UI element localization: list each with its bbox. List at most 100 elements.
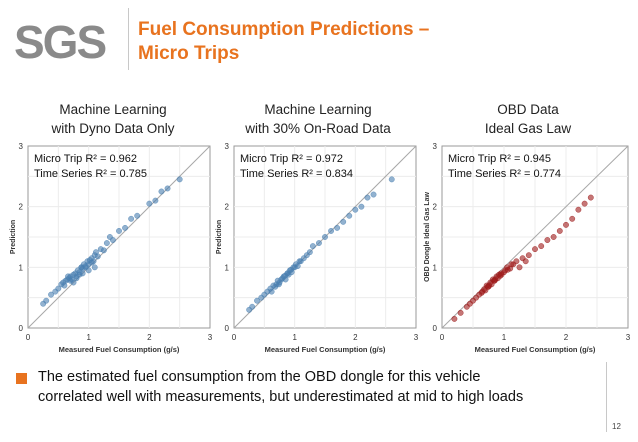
data-point xyxy=(388,176,395,183)
data-point xyxy=(478,289,485,296)
x-axis-label: Measured Fuel Consumption (g/s) xyxy=(265,345,386,354)
data-point xyxy=(538,243,545,250)
data-point xyxy=(358,203,365,210)
scatter-chart-onroad: 0 1 2 3 0 1 2 3 Measured Fuel Consumption (g/s) P… xyxy=(216,142,419,354)
data-point xyxy=(364,194,371,201)
data-point xyxy=(457,309,464,316)
scatter-chart-dyno: 0 1 2 3 0 1 2 3 Measured Fuel Consumption (g/s) P… xyxy=(10,142,213,354)
data-point xyxy=(306,249,313,256)
y-tick-label: 1 xyxy=(433,263,438,272)
reference-line xyxy=(27,145,211,329)
annotation-time-series: Time Series R² = 0.785 xyxy=(34,168,147,180)
page-title: Fuel Consumption Predictions – Micro Tri… xyxy=(138,18,429,66)
data-point xyxy=(484,283,491,290)
bullet-line-2: correlated well with measurements, but u… xyxy=(38,389,524,405)
panel-title-dyno: Machine Learning with Dyno Data Only xyxy=(13,100,213,138)
data-point xyxy=(61,282,68,289)
data-point xyxy=(550,234,557,240)
data-point xyxy=(254,297,261,304)
data-point xyxy=(370,191,377,198)
data-point xyxy=(134,212,141,219)
x-tick-label: 0 xyxy=(26,333,31,342)
data-point xyxy=(328,227,335,234)
annotation-time-series: Time Series R² = 0.774 xyxy=(448,168,561,180)
data-point xyxy=(164,185,171,192)
data-point xyxy=(282,272,288,279)
data-point xyxy=(296,258,303,265)
y-tick-label: 1 xyxy=(19,263,24,272)
x-tick-label: 1 xyxy=(502,333,507,342)
panel-title-line-2: Ideal Gas Law xyxy=(484,121,572,136)
data-point xyxy=(569,215,576,222)
y-tick-label: 2 xyxy=(433,203,438,212)
data-point xyxy=(581,200,588,207)
data-point xyxy=(587,194,594,201)
data-point xyxy=(122,224,129,231)
data-point xyxy=(116,227,122,234)
data-point xyxy=(525,252,532,259)
data-point xyxy=(268,288,275,295)
data-point xyxy=(497,272,504,279)
y-tick-label: 2 xyxy=(225,203,230,212)
data-point xyxy=(451,315,458,322)
y-tick-label: 1 xyxy=(225,263,230,272)
data-point xyxy=(158,188,165,195)
y-tick-label: 0 xyxy=(225,324,230,333)
data-point xyxy=(532,246,538,253)
y-axis-label: Prediction xyxy=(216,220,223,254)
y-axis-label: Prediction xyxy=(10,220,17,254)
x-tick-label: 3 xyxy=(208,333,213,342)
y-tick-label: 0 xyxy=(19,324,24,333)
x-tick-label: 2 xyxy=(564,333,569,342)
page-number: 12 xyxy=(612,422,621,431)
footer-divider xyxy=(606,362,607,432)
data-point xyxy=(78,264,85,271)
data-point xyxy=(152,197,159,204)
panel-title-line-2: with 30% On-Road Data xyxy=(245,121,391,136)
data-point xyxy=(516,264,523,271)
x-tick-label: 0 xyxy=(440,333,445,342)
data-point xyxy=(315,240,322,247)
data-point xyxy=(352,206,359,213)
annotation-time-series: Time Series R² = 0.834 xyxy=(240,168,353,180)
data-point xyxy=(346,212,353,219)
x-tick-label: 1 xyxy=(292,333,297,342)
data-point xyxy=(322,234,328,240)
data-point xyxy=(575,206,582,213)
panel-title-line-1: OBD Data xyxy=(497,102,559,117)
summary-bullet: The estimated fuel consumption from the … xyxy=(38,367,598,407)
panel-title-line-2: with Dyno Data Only xyxy=(51,121,175,136)
data-point xyxy=(522,258,529,265)
annotation-micro-trip: Micro Trip R² = 0.962 xyxy=(34,153,137,165)
data-point xyxy=(109,237,116,243)
data-point xyxy=(146,200,153,207)
y-tick-label: 3 xyxy=(19,142,24,151)
data-point xyxy=(334,224,341,231)
data-point xyxy=(309,243,316,250)
data-point xyxy=(556,227,563,234)
data-point xyxy=(128,215,135,222)
data-point xyxy=(275,281,282,288)
data-point xyxy=(249,303,256,310)
x-tick-label: 3 xyxy=(626,333,631,342)
bullet-line-1: The estimated fuel consumption from the … xyxy=(38,369,481,385)
y-axis-label: OBD Dongle Ideal Gas Law xyxy=(424,192,431,282)
data-point xyxy=(48,291,55,298)
data-point xyxy=(513,258,520,265)
x-tick-label: 2 xyxy=(147,333,152,342)
data-point xyxy=(491,277,498,284)
title-line-2: Micro Trips xyxy=(138,43,240,64)
data-point xyxy=(563,221,569,228)
panel-title-line-1: Machine Learning xyxy=(264,102,372,117)
data-point xyxy=(91,264,98,271)
y-tick-label: 3 xyxy=(433,142,438,151)
bullet-marker xyxy=(16,373,27,384)
data-point xyxy=(55,285,62,292)
title-line-1: Fuel Consumption Predictions – xyxy=(138,19,430,40)
annotation-micro-trip: Micro Trip R² = 0.972 xyxy=(240,153,343,165)
data-point xyxy=(70,279,77,286)
x-tick-label: 0 xyxy=(232,333,237,342)
data-point xyxy=(94,253,101,260)
data-point xyxy=(176,176,183,183)
scatter-chart-obd: 0 1 2 3 0 1 2 3 Measured Fuel Consumption (g/s) O… xyxy=(424,142,631,354)
